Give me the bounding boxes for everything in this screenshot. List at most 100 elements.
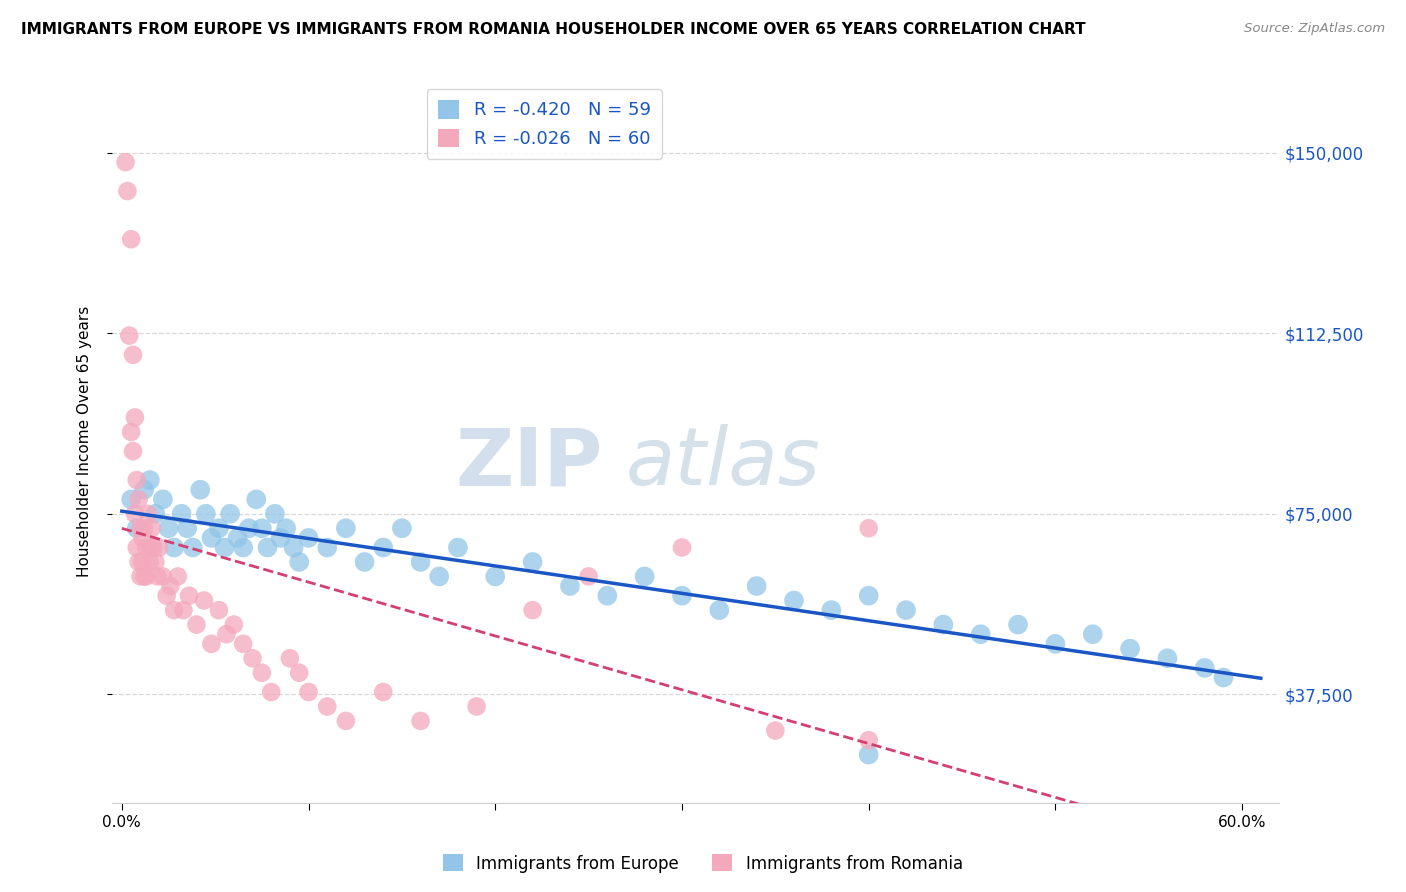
Point bbox=[745, 579, 768, 593]
Point bbox=[145, 507, 167, 521]
Point bbox=[163, 603, 186, 617]
Point bbox=[141, 521, 163, 535]
Point bbox=[1081, 627, 1104, 641]
Point bbox=[894, 603, 917, 617]
Point bbox=[222, 617, 245, 632]
Point bbox=[120, 232, 142, 246]
Point bbox=[139, 541, 162, 555]
Point bbox=[129, 569, 152, 583]
Point bbox=[122, 444, 145, 458]
Point bbox=[373, 541, 395, 555]
Point bbox=[232, 541, 254, 555]
Point bbox=[145, 555, 167, 569]
Text: atlas: atlas bbox=[626, 425, 821, 502]
Point bbox=[373, 685, 395, 699]
Point bbox=[709, 603, 731, 617]
Point bbox=[176, 521, 198, 535]
Point bbox=[353, 555, 375, 569]
Point bbox=[208, 521, 231, 535]
Point bbox=[226, 531, 249, 545]
Point bbox=[409, 714, 432, 728]
Point bbox=[170, 507, 193, 521]
Point bbox=[858, 747, 880, 762]
Point bbox=[522, 603, 544, 617]
Point bbox=[122, 348, 145, 362]
Point bbox=[858, 733, 880, 747]
Point bbox=[858, 589, 880, 603]
Point bbox=[152, 569, 174, 583]
Point bbox=[264, 507, 287, 521]
Point bbox=[120, 425, 142, 439]
Point bbox=[256, 541, 278, 555]
Point bbox=[245, 492, 267, 507]
Point bbox=[117, 184, 139, 198]
Point bbox=[219, 507, 242, 521]
Point bbox=[124, 507, 146, 521]
Point bbox=[232, 637, 254, 651]
Point bbox=[932, 617, 955, 632]
Point bbox=[238, 521, 260, 535]
Point bbox=[1045, 637, 1067, 651]
Point bbox=[276, 521, 298, 535]
Point bbox=[316, 699, 339, 714]
Point bbox=[146, 569, 169, 583]
Point bbox=[134, 569, 156, 583]
Point bbox=[208, 603, 231, 617]
Point bbox=[763, 723, 786, 738]
Point bbox=[129, 521, 152, 535]
Point bbox=[335, 521, 357, 535]
Legend: Immigrants from Europe, Immigrants from Romania: Immigrants from Europe, Immigrants from … bbox=[436, 847, 970, 880]
Point bbox=[522, 555, 544, 569]
Point bbox=[409, 555, 432, 569]
Point bbox=[297, 531, 319, 545]
Point bbox=[118, 328, 141, 343]
Point bbox=[578, 569, 600, 583]
Point bbox=[135, 541, 157, 555]
Point bbox=[783, 593, 806, 607]
Point bbox=[128, 555, 150, 569]
Point bbox=[596, 589, 619, 603]
Point bbox=[125, 541, 148, 555]
Point bbox=[558, 579, 581, 593]
Point bbox=[186, 617, 208, 632]
Point bbox=[163, 541, 186, 555]
Point bbox=[250, 521, 273, 535]
Point bbox=[134, 483, 156, 497]
Point bbox=[297, 685, 319, 699]
Point bbox=[120, 492, 142, 507]
Point bbox=[858, 521, 880, 535]
Point bbox=[181, 541, 204, 555]
Point bbox=[152, 492, 174, 507]
Point bbox=[1119, 641, 1142, 656]
Point bbox=[172, 603, 194, 617]
Point bbox=[139, 555, 162, 569]
Point bbox=[1194, 661, 1216, 675]
Point bbox=[671, 541, 693, 555]
Point bbox=[260, 685, 283, 699]
Point bbox=[114, 155, 136, 169]
Point bbox=[188, 483, 211, 497]
Y-axis label: Householder Income Over 65 years: Householder Income Over 65 years bbox=[77, 306, 91, 577]
Point bbox=[214, 541, 236, 555]
Point bbox=[125, 521, 148, 535]
Point bbox=[671, 589, 693, 603]
Point bbox=[335, 714, 357, 728]
Point bbox=[970, 627, 993, 641]
Point bbox=[820, 603, 842, 617]
Point bbox=[200, 637, 222, 651]
Point bbox=[156, 589, 179, 603]
Point bbox=[131, 531, 153, 545]
Point bbox=[200, 531, 222, 545]
Point bbox=[136, 507, 159, 521]
Point bbox=[142, 541, 165, 555]
Point bbox=[194, 507, 217, 521]
Point bbox=[1156, 651, 1178, 665]
Point bbox=[447, 541, 470, 555]
Point bbox=[465, 699, 488, 714]
Text: Source: ZipAtlas.com: Source: ZipAtlas.com bbox=[1244, 22, 1385, 36]
Point bbox=[427, 569, 450, 583]
Point bbox=[159, 579, 181, 593]
Point bbox=[157, 521, 180, 535]
Point bbox=[484, 569, 506, 583]
Legend: R = -0.420   N = 59, R = -0.026   N = 60: R = -0.420 N = 59, R = -0.026 N = 60 bbox=[427, 89, 662, 159]
